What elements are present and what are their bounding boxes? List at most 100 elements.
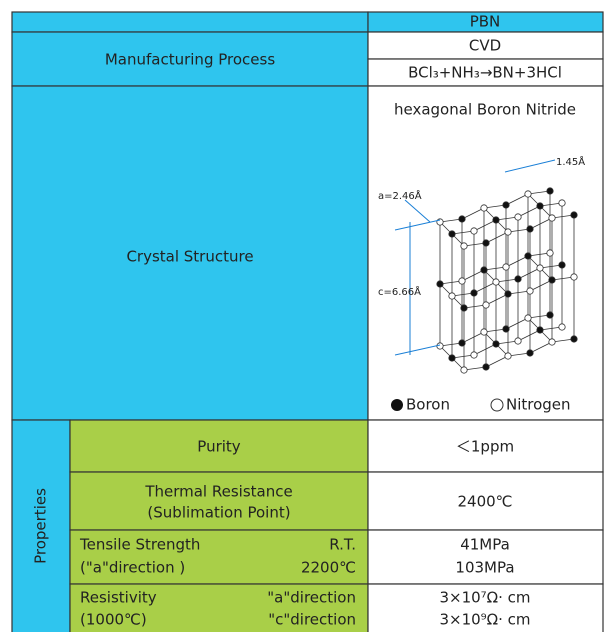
label-cell — [11, 31, 369, 87]
bond — [517, 329, 541, 342]
value: BCl₃+NH₃→BN+3HCl — [408, 64, 562, 82]
row-label: Manufacturing Process — [105, 51, 275, 69]
atom — [436, 280, 444, 288]
bond — [461, 269, 485, 282]
bond — [505, 317, 529, 330]
value-cell — [367, 31, 604, 60]
atom — [460, 304, 468, 312]
atom — [458, 277, 466, 285]
atom — [536, 326, 544, 334]
atom — [570, 335, 578, 343]
row-label: Crystal Structure — [126, 248, 253, 266]
arrow — [404, 199, 431, 223]
bond — [439, 218, 463, 223]
arrow — [504, 159, 556, 173]
atom — [480, 328, 488, 336]
property-name: Purity — [197, 438, 241, 456]
bond — [529, 279, 553, 292]
atom — [570, 211, 578, 219]
bond — [483, 204, 507, 209]
bond — [495, 278, 519, 283]
atom — [492, 216, 500, 224]
bond — [473, 343, 497, 356]
condition: "a"direction — [267, 589, 356, 607]
bond — [485, 355, 509, 368]
atom — [448, 230, 456, 238]
bond — [517, 205, 541, 218]
atom — [526, 225, 534, 233]
header-cell — [11, 11, 369, 33]
label-cell — [69, 419, 369, 473]
atom — [492, 278, 500, 286]
bond — [529, 217, 553, 230]
product: PBN — [470, 13, 501, 31]
atom — [514, 275, 522, 283]
bond — [517, 267, 541, 280]
value-cell — [367, 58, 604, 87]
bond — [527, 190, 551, 195]
atom — [482, 363, 490, 371]
property-name: Resistivity — [80, 589, 157, 607]
bond — [439, 342, 463, 347]
bond — [551, 214, 575, 219]
atom — [524, 252, 532, 260]
label-cell — [11, 85, 369, 421]
atom — [504, 352, 512, 360]
atom — [436, 218, 444, 226]
bond — [507, 352, 531, 357]
bond — [463, 366, 487, 371]
atom — [570, 273, 578, 281]
row-label: Properties — [32, 488, 50, 564]
bond — [463, 242, 487, 247]
bond — [527, 252, 551, 257]
atom — [558, 261, 566, 269]
bond — [529, 341, 553, 354]
atom — [548, 276, 556, 284]
lattice-diagram — [436, 187, 578, 374]
label-cell — [69, 529, 369, 585]
atom — [482, 239, 490, 247]
bond — [551, 338, 575, 343]
label-cell — [69, 583, 369, 632]
atom — [514, 213, 522, 221]
bond — [527, 314, 551, 319]
value-cell — [367, 583, 604, 632]
property-name: Tensile Strength — [79, 536, 200, 554]
atom — [514, 337, 522, 345]
atom — [502, 325, 510, 333]
atom — [546, 311, 554, 319]
bond — [463, 304, 487, 309]
legend-marker — [490, 398, 504, 412]
atom — [504, 228, 512, 236]
value: 41MPa — [460, 536, 510, 554]
annotation: c=6.66Å — [378, 285, 421, 298]
atom — [460, 242, 468, 250]
value-cell — [367, 471, 604, 531]
atom — [548, 338, 556, 346]
condition: "c"direction — [268, 611, 356, 629]
atom — [504, 290, 512, 298]
legend-label: Boron — [406, 396, 450, 414]
atom — [536, 264, 544, 272]
bond — [495, 340, 519, 345]
arrow — [394, 219, 441, 231]
atom — [458, 215, 466, 223]
atom — [558, 323, 566, 331]
bond — [539, 202, 563, 207]
value: ＜1ppm — [456, 438, 514, 456]
property-name: (Sublimation Point) — [147, 504, 290, 522]
bond — [495, 216, 519, 221]
atom — [558, 199, 566, 207]
bond — [461, 331, 485, 344]
property-name: (1000℃) — [80, 611, 147, 629]
property-name: Thermal Resistance — [144, 483, 292, 501]
bond — [461, 207, 485, 220]
atom — [448, 354, 456, 362]
bond — [507, 290, 531, 295]
atom — [448, 292, 456, 300]
value: 3×10⁹Ω· cm — [439, 611, 530, 629]
bond — [451, 354, 475, 359]
legend-marker — [391, 399, 403, 411]
